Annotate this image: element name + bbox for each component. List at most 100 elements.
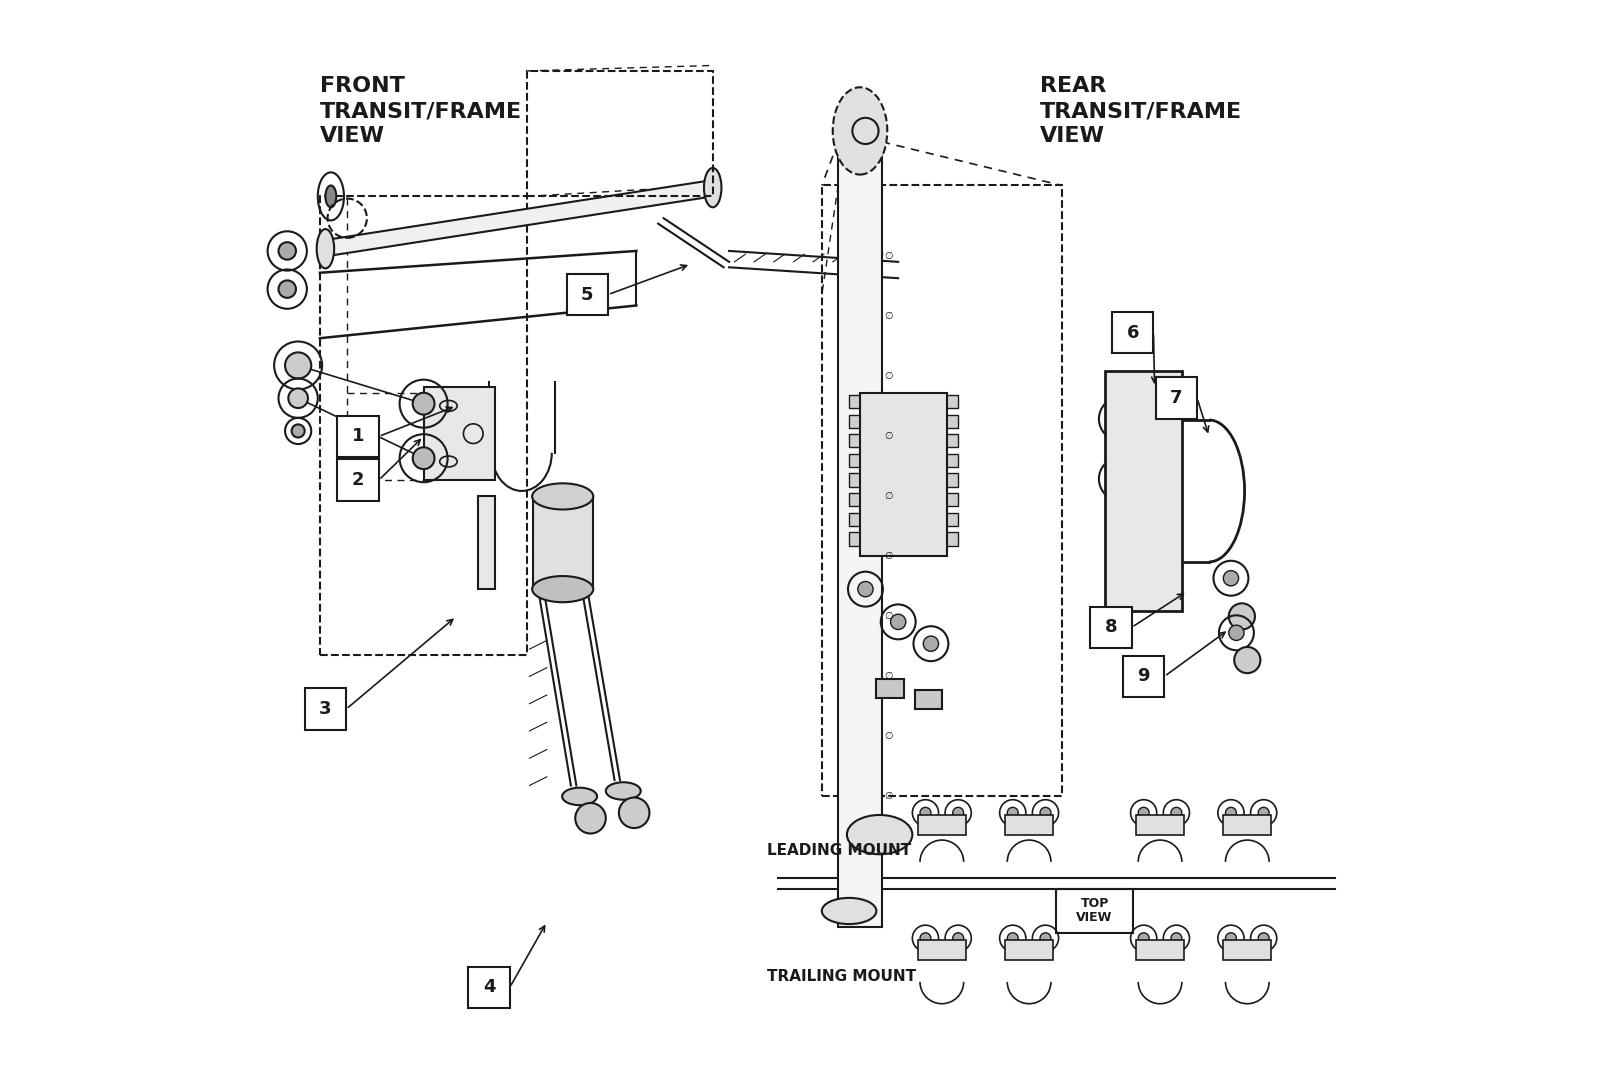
Text: ∅: ∅ (885, 491, 893, 502)
Polygon shape (325, 180, 712, 256)
Text: TRAILING MOUNT: TRAILING MOUNT (768, 969, 917, 984)
Bar (838, 142, 882, 927)
Bar (946, 415, 958, 428)
Text: REAR
TRANSIT/FRAME
VIEW: REAR TRANSIT/FRAME VIEW (1040, 76, 1242, 146)
Ellipse shape (822, 898, 877, 924)
Ellipse shape (325, 185, 336, 207)
Ellipse shape (846, 815, 912, 854)
Bar (946, 493, 958, 506)
Bar (946, 454, 958, 467)
Circle shape (291, 424, 304, 437)
Circle shape (278, 280, 296, 298)
Bar (946, 395, 958, 408)
Bar (1136, 940, 1184, 960)
Bar (304, 688, 346, 730)
Bar (946, 473, 958, 487)
Circle shape (923, 636, 939, 651)
Bar (861, 393, 947, 556)
Bar (1224, 815, 1272, 835)
Text: 5: 5 (581, 286, 594, 303)
Circle shape (1171, 933, 1182, 944)
Circle shape (1040, 807, 1051, 818)
Ellipse shape (533, 483, 594, 509)
Ellipse shape (606, 782, 640, 800)
Bar (566, 274, 608, 315)
Circle shape (1234, 647, 1261, 673)
Text: ∅: ∅ (885, 251, 893, 262)
Circle shape (1229, 625, 1245, 640)
Bar (918, 940, 966, 960)
Bar (1136, 815, 1184, 835)
Circle shape (1110, 408, 1131, 430)
Text: ∅: ∅ (885, 311, 893, 322)
Circle shape (1008, 807, 1018, 818)
Circle shape (1226, 933, 1237, 944)
Circle shape (1229, 603, 1254, 630)
Ellipse shape (317, 229, 334, 268)
Bar (533, 496, 592, 589)
Bar (320, 196, 528, 655)
Circle shape (1171, 807, 1182, 818)
Ellipse shape (533, 576, 594, 602)
Bar (877, 679, 904, 698)
Bar (1112, 312, 1154, 353)
Bar (850, 473, 862, 487)
Text: 6: 6 (1126, 324, 1139, 341)
Text: TOP
VIEW: TOP VIEW (1077, 898, 1112, 924)
Circle shape (891, 614, 906, 630)
Text: ∅: ∅ (885, 731, 893, 742)
Bar (1005, 940, 1053, 960)
Bar (850, 454, 862, 467)
Circle shape (619, 798, 650, 828)
Circle shape (920, 807, 931, 818)
Bar (822, 185, 1062, 796)
Bar (850, 493, 862, 506)
Text: 3: 3 (318, 700, 331, 718)
Text: ∅: ∅ (885, 791, 893, 802)
Circle shape (1258, 933, 1269, 944)
Bar (469, 967, 510, 1008)
Bar (1005, 815, 1053, 835)
Circle shape (1258, 807, 1269, 818)
Circle shape (952, 807, 963, 818)
Circle shape (288, 388, 307, 408)
Text: 1: 1 (352, 428, 365, 445)
Ellipse shape (832, 87, 888, 175)
Circle shape (278, 242, 296, 260)
Ellipse shape (704, 168, 722, 207)
Text: LEADING MOUNT: LEADING MOUNT (768, 843, 912, 859)
Bar (850, 434, 862, 447)
Circle shape (1008, 933, 1018, 944)
Text: 8: 8 (1104, 619, 1117, 636)
Bar (338, 416, 379, 457)
Circle shape (413, 447, 435, 469)
Bar (528, 71, 712, 196)
Circle shape (1110, 468, 1131, 490)
Bar (1155, 377, 1197, 419)
Circle shape (1224, 571, 1238, 586)
Circle shape (1138, 933, 1149, 944)
Text: ∅: ∅ (885, 551, 893, 562)
Circle shape (952, 933, 963, 944)
Circle shape (1226, 807, 1237, 818)
Bar (946, 434, 958, 447)
Text: ∅: ∅ (885, 431, 893, 442)
Bar (338, 459, 379, 501)
Text: 7: 7 (1170, 389, 1182, 407)
Text: 2: 2 (352, 471, 365, 489)
Text: 4: 4 (483, 979, 496, 996)
Circle shape (1040, 933, 1051, 944)
Bar (1123, 656, 1165, 697)
Ellipse shape (562, 788, 597, 805)
Text: FRONT
TRANSIT/FRAME
VIEW: FRONT TRANSIT/FRAME VIEW (320, 76, 522, 146)
Bar (1224, 940, 1272, 960)
Bar (424, 387, 494, 480)
Bar (918, 815, 966, 835)
Bar (915, 690, 942, 709)
Bar (1106, 371, 1182, 611)
Circle shape (891, 461, 917, 488)
Text: ∅: ∅ (885, 371, 893, 382)
Circle shape (1138, 807, 1149, 818)
Circle shape (285, 352, 312, 379)
Bar (1090, 607, 1131, 648)
